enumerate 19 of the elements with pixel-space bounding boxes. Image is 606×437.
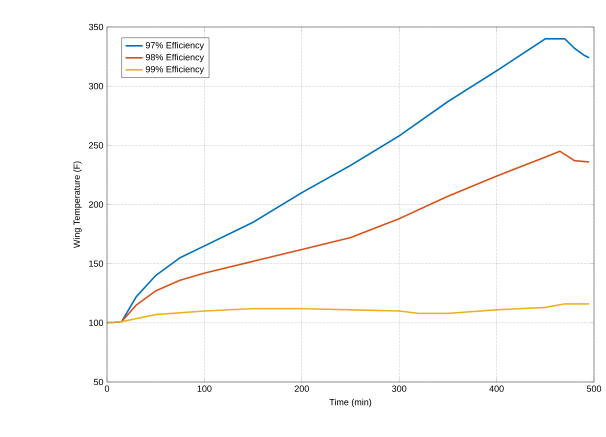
x-tick-label: 500 (586, 386, 602, 392)
x-tick-label: 200 (294, 386, 309, 392)
y-tick-label: 300 (88, 82, 104, 90)
y-tick-label: 350 (88, 24, 104, 30)
x-tick-label: 300 (392, 386, 406, 392)
y-tick-label: 50 (94, 378, 104, 386)
y-tick-label: 250 (88, 142, 104, 149)
x-tick-label: 0 (104, 386, 110, 392)
line-series (107, 303, 590, 324)
legend-label: 97% Efficiency (146, 42, 204, 50)
y-axis-title: Wing Temperature (F) (73, 161, 82, 248)
x-tick-label: 100 (198, 386, 212, 392)
y-tick-label: 200 (88, 201, 104, 208)
x-axis-title: Time (min) (329, 398, 372, 408)
x-tick-label: 400 (489, 386, 504, 392)
y-tick-label: 100 (89, 320, 104, 326)
legend-label: 99% Efficiency (146, 66, 204, 74)
legend-label: 98% Efficiency (146, 54, 204, 62)
y-tick-label: 150 (89, 260, 104, 267)
